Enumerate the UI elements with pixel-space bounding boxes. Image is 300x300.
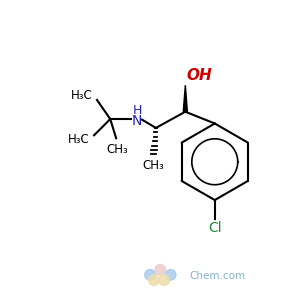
Text: OH: OH — [187, 68, 213, 83]
Circle shape — [159, 275, 170, 285]
Text: H₃C: H₃C — [71, 89, 93, 102]
Text: N: N — [132, 114, 142, 128]
Text: CH₃: CH₃ — [142, 159, 164, 172]
Circle shape — [155, 265, 166, 275]
Text: H₃C: H₃C — [68, 133, 90, 146]
Text: CH₃: CH₃ — [107, 142, 128, 156]
Text: H: H — [133, 104, 142, 117]
Text: Chem.com: Chem.com — [190, 271, 246, 281]
Circle shape — [148, 275, 159, 285]
Circle shape — [145, 269, 155, 280]
Circle shape — [165, 269, 176, 280]
Text: Cl: Cl — [208, 221, 222, 235]
Polygon shape — [183, 85, 188, 112]
